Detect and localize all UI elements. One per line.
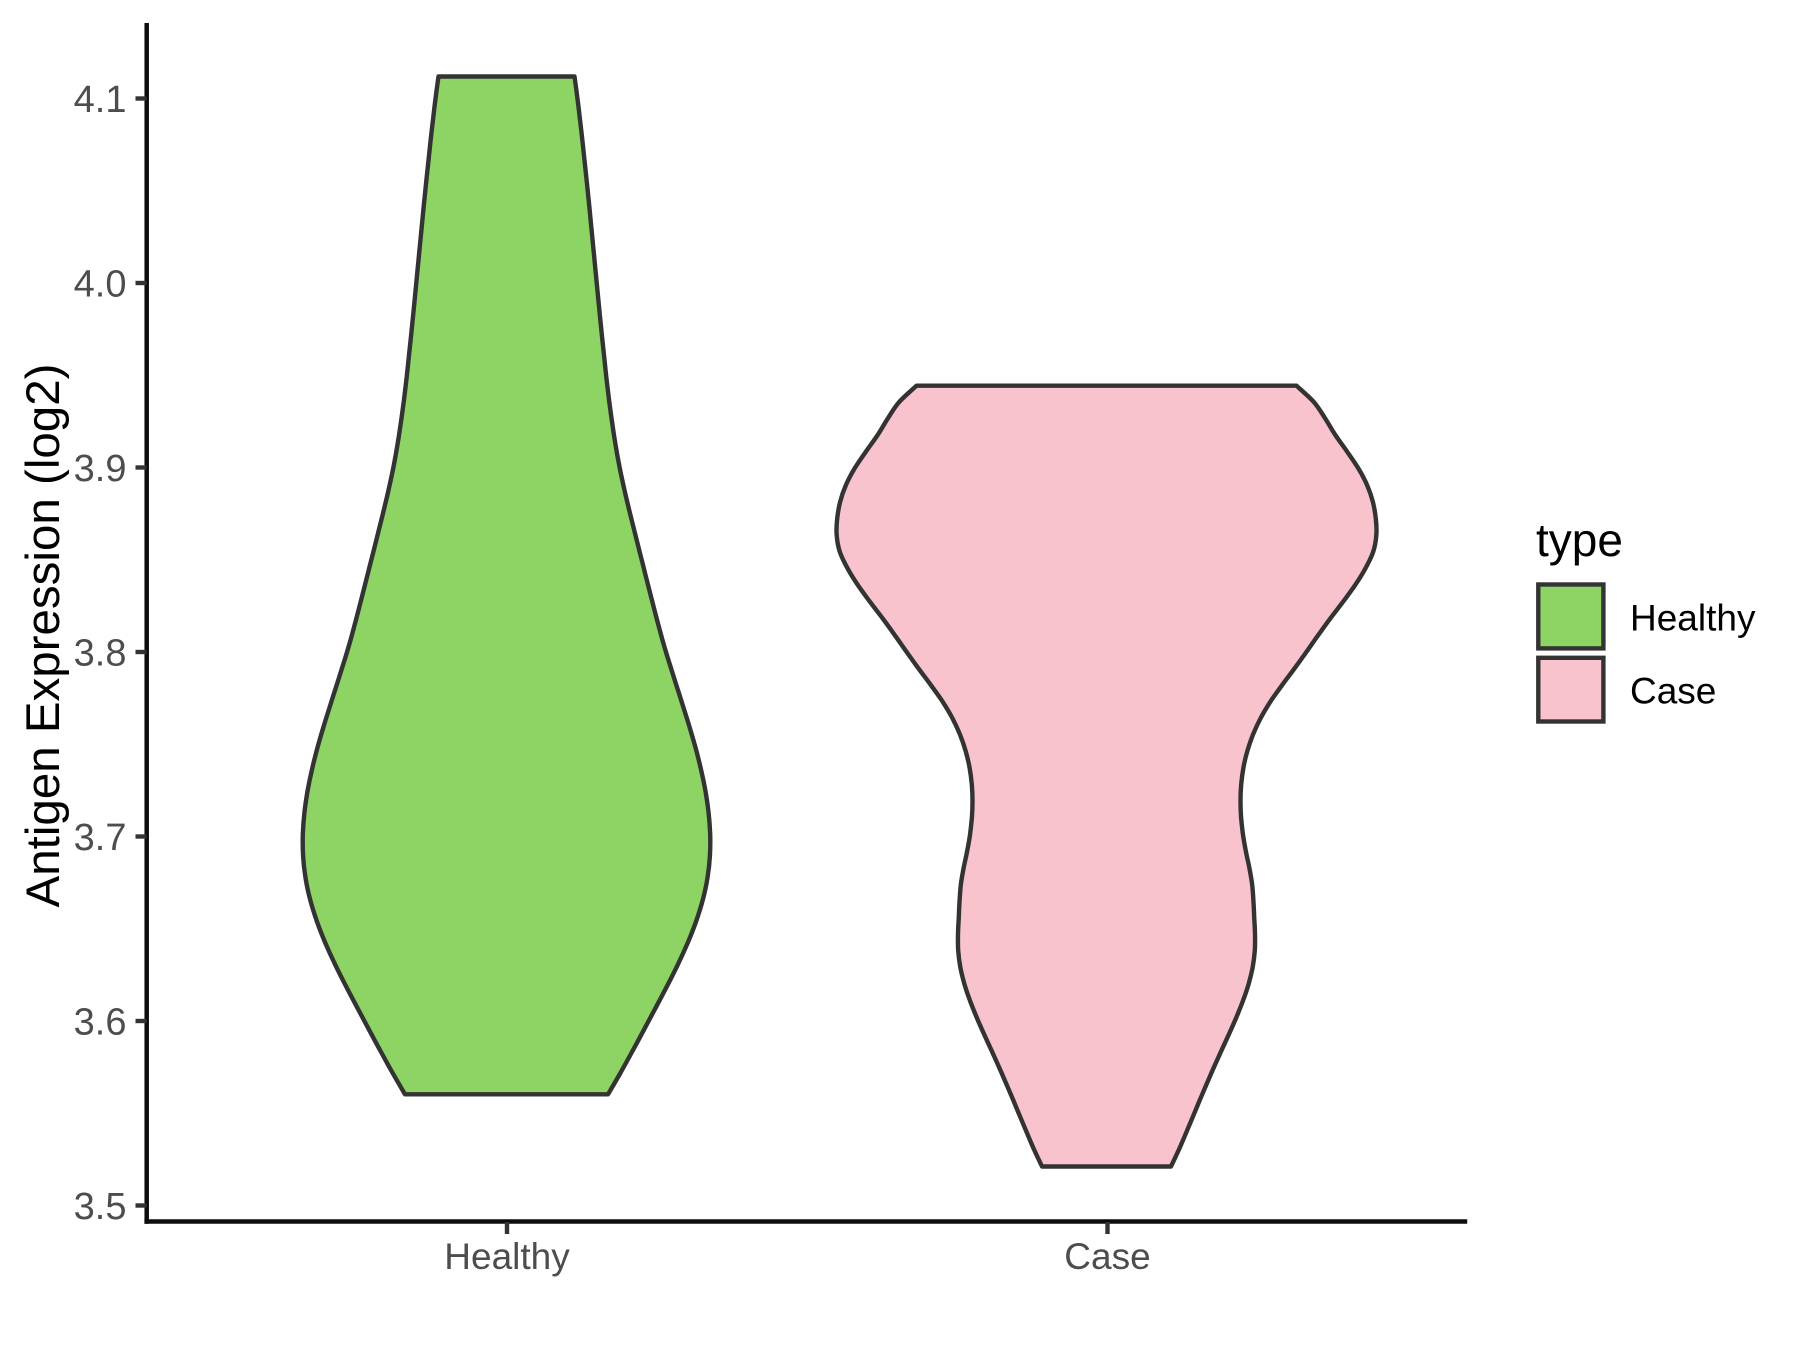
svg-text:type: type <box>1536 514 1623 566</box>
svg-text:Case: Case <box>1064 1236 1150 1277</box>
svg-text:3.8: 3.8 <box>74 632 127 674</box>
svg-text:3.7: 3.7 <box>74 817 127 859</box>
svg-text:Antigen Expression (log2): Antigen Expression (log2) <box>17 364 70 908</box>
svg-text:Case: Case <box>1630 671 1716 712</box>
svg-text:4.0: 4.0 <box>74 263 127 305</box>
svg-text:3.6: 3.6 <box>74 1001 127 1043</box>
svg-text:3.5: 3.5 <box>74 1186 127 1228</box>
svg-text:3.9: 3.9 <box>74 448 127 490</box>
svg-text:Healthy: Healthy <box>444 1236 570 1277</box>
svg-text:4.1: 4.1 <box>74 79 127 121</box>
svg-text:Healthy: Healthy <box>1630 598 1756 639</box>
